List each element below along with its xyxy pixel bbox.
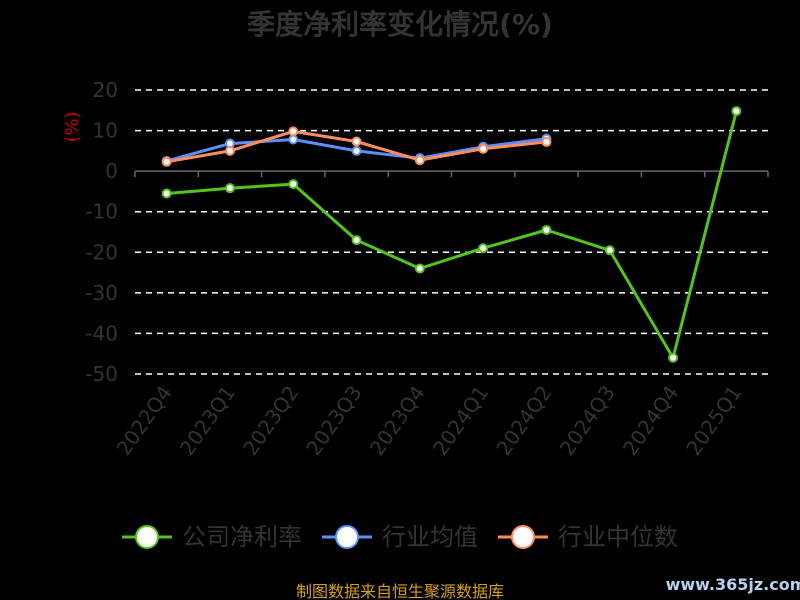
data-point [731,106,742,117]
data-point [161,188,172,199]
legend-item[interactable]: 公司净利率 [122,523,302,551]
series-0 [161,106,742,363]
x-tick-label: 2023Q1 [175,381,240,460]
y-axis-label: (%) [62,111,83,142]
data-point [414,263,425,274]
data-point [161,156,172,167]
source-note: 制图数据来自恒生聚源数据库 [296,582,504,600]
legend-label: 行业中位数 [558,523,678,551]
legend-marker [135,525,159,549]
legend-label: 公司净利率 [182,523,302,551]
data-point [478,243,489,254]
x-tick-label: 2023Q2 [238,381,303,460]
data-point [288,179,299,190]
legend: 公司净利率 行业均值 行业中位数 [122,523,678,551]
data-point [351,136,362,147]
data-point [351,145,362,156]
data-point [288,126,299,137]
x-tick-label: 2022Q4 [112,381,177,460]
x-tick-label: 2025Q1 [681,381,746,460]
x-tick-label: 2023Q3 [301,381,366,460]
gridlines [135,89,768,375]
legend-marker [335,525,359,549]
data-point [668,352,679,363]
series-2 [161,126,552,167]
y-tick-label: 20 [93,78,118,102]
data-point [414,155,425,166]
x-tick-label: 2023Q4 [365,381,430,460]
data-point [604,245,615,256]
legend-item[interactable]: 行业均值 [322,523,478,551]
legend-item[interactable]: 行业中位数 [498,523,678,551]
y-tick-label: -30 [85,281,118,305]
chart-title: 季度净利率变化情况(%) [247,8,553,41]
y-tick-label: -10 [85,200,118,224]
data-point [224,183,235,194]
data-point [541,224,552,235]
y-tick-label: -50 [85,362,118,386]
watermark: www.365jz.com [666,575,800,594]
data-point [224,145,235,156]
y-tick-label: -20 [85,240,118,264]
axes: 20100-10-20-30-40-502022Q42023Q12023Q220… [85,78,769,460]
data-point [288,134,299,145]
x-tick-label: 2024Q4 [618,381,683,460]
x-tick-label: 2024Q1 [428,381,493,460]
series [161,106,742,363]
x-tick-label: 2024Q2 [491,381,556,460]
data-point [478,143,489,154]
y-tick-label: 0 [105,159,118,183]
series-line [166,110,738,360]
y-tick-label: -40 [85,321,118,345]
legend-label: 行业均值 [382,523,478,551]
legend-marker [511,525,535,549]
y-tick-label: 10 [93,119,118,143]
x-tick-label: 2024Q3 [555,381,620,460]
data-point [541,136,552,147]
data-point [351,235,362,246]
